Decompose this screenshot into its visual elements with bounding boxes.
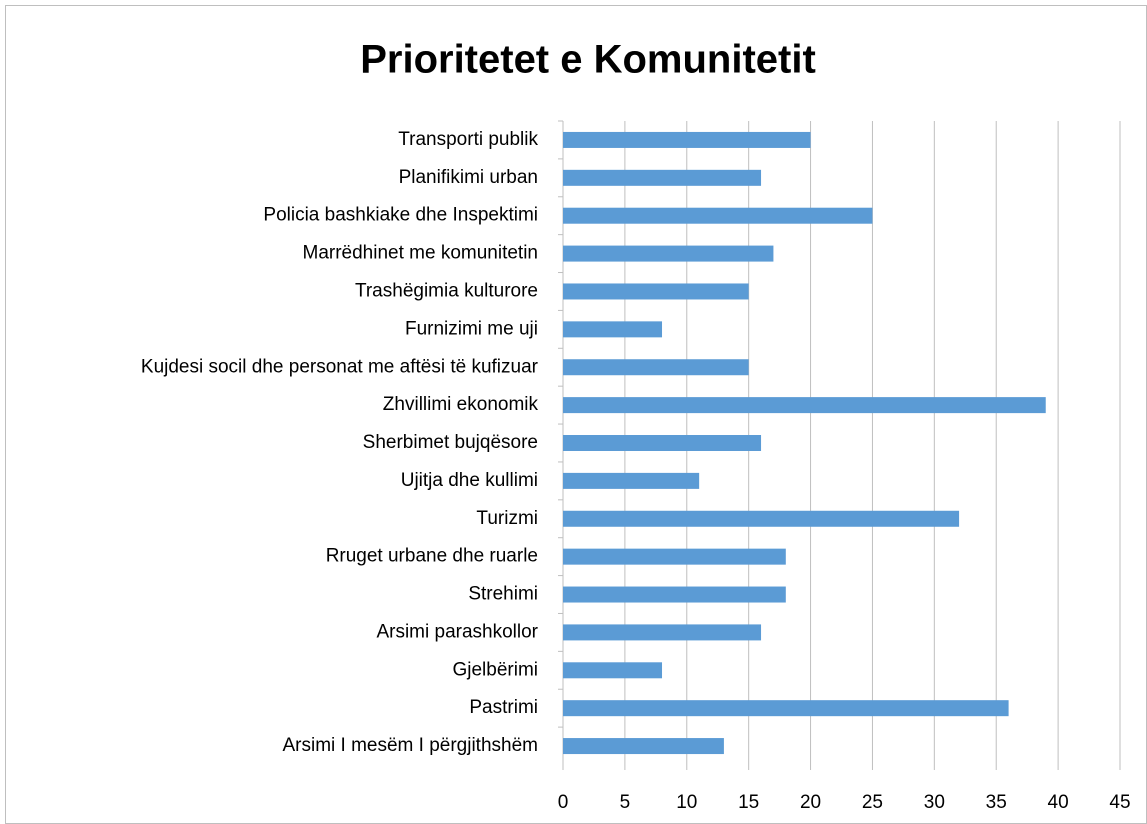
bar — [563, 245, 774, 262]
y-tick-label: Trashëgimia kulturore — [355, 280, 538, 301]
y-tick-label: Gjelbërimi — [452, 659, 538, 680]
x-tick-label: 5 — [620, 792, 631, 813]
y-tick-label: Turizmi — [476, 508, 538, 529]
bar — [563, 169, 762, 186]
x-tick-label: 35 — [986, 792, 1007, 813]
y-tick-label: Strehimi — [468, 584, 538, 605]
y-tick-label: Policia bashkiake dhe Inspektimi — [263, 205, 538, 226]
bar — [563, 283, 749, 300]
x-tick-label: 0 — [558, 792, 569, 813]
bar — [563, 435, 762, 451]
y-tick-label: Sherbimet bujqësore — [363, 432, 538, 453]
chart-title: Prioritetet e Komunitetit — [360, 38, 816, 82]
y-tick-label: Transporti publik — [398, 129, 538, 150]
bar — [563, 548, 786, 565]
bar — [563, 662, 663, 679]
y-tick-label: Furnizimi me uji — [405, 318, 538, 339]
y-tick-label: Marrëdhinet me komunitetin — [303, 243, 539, 264]
y-tick-label: Kujdesi socil dhe personat me aftësi të … — [141, 356, 539, 377]
x-tick-label: 40 — [1048, 792, 1069, 813]
y-tick-label: Ujitja dhe kullimi — [401, 470, 538, 491]
x-tick-label: 20 — [800, 792, 821, 813]
y-tick-label: Planifikimi urban — [399, 167, 538, 188]
bar — [563, 624, 762, 641]
bar — [563, 700, 1009, 717]
y-tick-label: Rruget urbane dhe ruarle — [326, 546, 538, 567]
bar — [563, 510, 960, 527]
x-tick-label: 15 — [738, 792, 759, 813]
bar — [563, 397, 1046, 414]
y-tick-label: Pastrimi — [469, 697, 538, 718]
bar — [563, 131, 811, 148]
x-tick-label: 45 — [1109, 792, 1130, 813]
y-tick-label: Arsimi parashkollor — [376, 621, 538, 642]
x-tick-label: 10 — [676, 792, 697, 813]
bar — [563, 472, 700, 489]
x-tick-label: 30 — [924, 792, 945, 813]
bar — [563, 359, 749, 376]
bar — [563, 321, 663, 338]
bar — [563, 738, 724, 755]
bar — [563, 207, 873, 224]
x-tick-label: 25 — [862, 792, 883, 813]
bar — [563, 586, 786, 603]
y-tick-label: Arsimi I mesëm I përgjithshëm — [282, 735, 538, 756]
y-tick-label: Zhvillimi ekonomik — [383, 394, 539, 415]
